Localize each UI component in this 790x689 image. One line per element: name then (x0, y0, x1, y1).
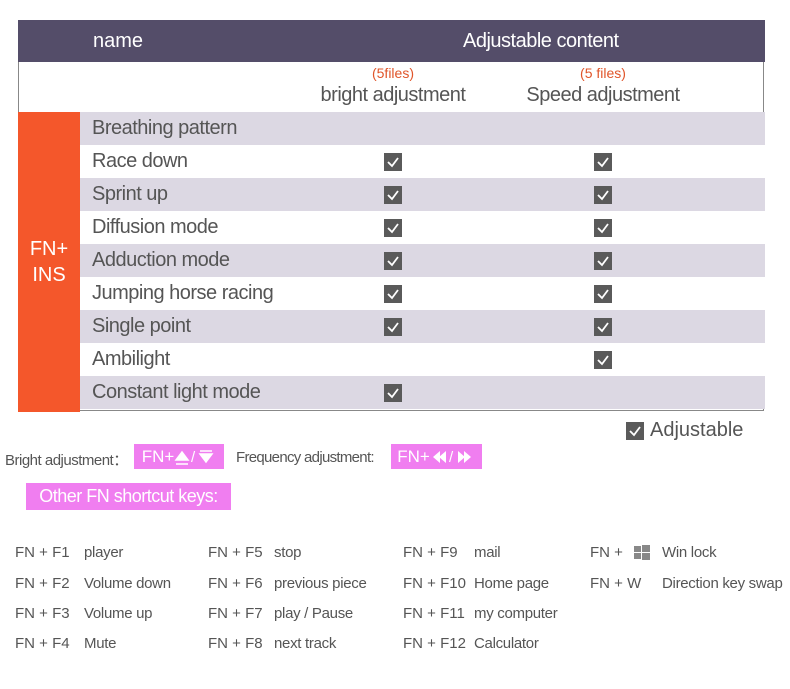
check (384, 186, 402, 204)
shortcut-key: FN + F11 (403, 605, 465, 622)
shortcut-key: FN + F3 (15, 605, 70, 622)
check (384, 318, 402, 336)
header-content: Adjustable content (463, 30, 619, 52)
shortcut-action: Calculator (474, 635, 539, 652)
key-text: FN+ (397, 446, 430, 466)
shortcut-action: Win lock (662, 544, 717, 561)
bright-key: FN+ / (134, 444, 224, 469)
shortcut-action: my computer (474, 605, 558, 622)
shortcut-key: FN + F7 (208, 605, 263, 622)
freq-key: FN+ / (391, 444, 482, 469)
group-cell: FN+ INS (18, 112, 80, 412)
shortcut-action: previous piece (274, 575, 367, 592)
check (594, 318, 612, 336)
check (384, 285, 402, 303)
check (384, 153, 402, 171)
shortcut-key: FN + F6 (208, 575, 263, 592)
freq-label: Frequency adjustment: (236, 449, 375, 466)
shortcut-action: Home page (474, 575, 549, 592)
table-row: Ambilight (80, 343, 765, 376)
header-name: name (93, 30, 144, 52)
group-label: INS (32, 264, 66, 286)
table-row: Diffusion mode (80, 211, 765, 244)
shortcut-action: stop (274, 544, 302, 561)
check (594, 285, 612, 303)
row-name: Race down (92, 150, 188, 172)
other-title: Other FN shortcut keys: (26, 483, 231, 510)
row-name: Jumping horse racing (92, 282, 274, 304)
arrows-icon: / (174, 449, 214, 466)
shortcut-action: Volume down (84, 575, 171, 592)
shortcut-key: FN + F5 (208, 544, 263, 561)
row-name: Single point (92, 315, 191, 337)
shortcut-key: FN + F8 (208, 635, 263, 652)
shortcut-action: Direction key swap (662, 575, 783, 592)
legend-check (626, 422, 644, 440)
shortcut-key: FN + F12 (403, 635, 466, 652)
shortcut-key: FN + F10 (403, 575, 466, 592)
shortcut-key: FN + (590, 544, 623, 561)
shortcut-action: next track (274, 635, 337, 652)
table-row: Sprint up (80, 178, 765, 211)
table-row: Constant light mode (80, 376, 765, 409)
row-name: Adduction mode (92, 249, 230, 271)
arrows-icon: / (432, 449, 471, 466)
check (384, 384, 402, 402)
column-label: bright adjustment (320, 84, 466, 106)
row-name: Ambilight (92, 348, 170, 370)
check (594, 186, 612, 204)
row-name: Breathing pattern (92, 117, 237, 139)
table-row: Single point (80, 310, 765, 343)
bright-label: Bright adjustment： (5, 452, 128, 469)
row-name: Constant light mode (92, 381, 261, 403)
shortcut-action: Volume up (84, 605, 153, 622)
row-name: Sprint up (92, 183, 168, 205)
table-header (18, 20, 765, 62)
row-name: Diffusion mode (92, 216, 219, 238)
table-row: Jumping horse racing (80, 277, 765, 310)
check (594, 153, 612, 171)
column-label: Speed adjustment (526, 84, 680, 106)
check (594, 219, 612, 237)
shortcut-key: FN + F2 (15, 575, 70, 592)
shortcut-action: player (84, 544, 124, 561)
shortcut-key: FN + W (590, 575, 642, 592)
key-text: FN+ (141, 446, 175, 466)
column-note: (5 files) (580, 65, 626, 81)
shortcut-key: FN + F4 (15, 635, 70, 652)
shortcut-key: FN + F9 (403, 544, 458, 561)
column-note: (5files) (371, 65, 414, 81)
group-label: FN+ (29, 238, 69, 260)
shortcut-key: FN + F1 (15, 544, 70, 561)
check (384, 219, 402, 237)
svg-text:/: / (191, 449, 196, 466)
shortcut-action: play / Pause (274, 605, 353, 622)
windows-icon (634, 545, 650, 560)
table-row: Breathing pattern (80, 112, 765, 145)
shortcut-action: Mute (84, 635, 117, 652)
check (594, 252, 612, 270)
table-row: Race down (80, 145, 765, 178)
legend-label: Adjustable (650, 419, 744, 441)
shortcut-action: mail (474, 544, 501, 561)
table-row: Adduction mode (80, 244, 765, 277)
check (594, 351, 612, 369)
svg-text:/: / (449, 449, 454, 466)
check (384, 252, 402, 270)
